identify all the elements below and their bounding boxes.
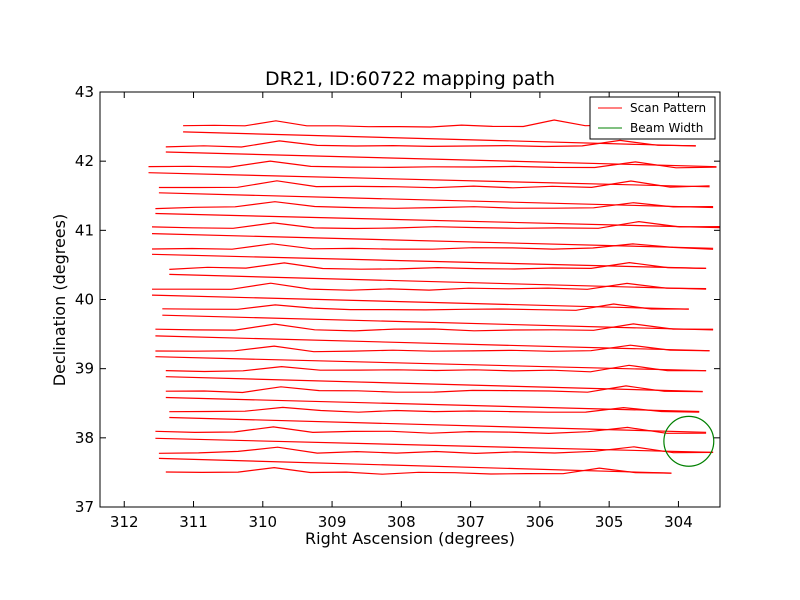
scan-row (155, 426, 707, 435)
scan-return (165, 151, 717, 168)
legend-box (589, 96, 716, 140)
beam-width-circle (663, 415, 715, 467)
y-tick-label: 40 (75, 291, 94, 309)
y-tick-label: 39 (75, 360, 94, 378)
scan-return (165, 396, 700, 413)
x-tick-label: 311 (179, 513, 208, 531)
y-tick-label: 43 (75, 83, 94, 101)
x-tick-label: 304 (664, 513, 693, 531)
x-tick-label: 305 (595, 513, 624, 531)
scan-row (155, 201, 714, 210)
x-tick-label: 308 (387, 513, 416, 531)
scan-return (158, 192, 714, 209)
y-tick-label: 42 (75, 152, 94, 170)
scan-return (165, 376, 703, 393)
y-tick-label: 41 (75, 221, 94, 239)
scan-row (155, 323, 714, 332)
scan-pattern-series (148, 119, 721, 475)
legend-scan-pattern-label: Scan Pattern (630, 101, 706, 115)
scan-return (155, 335, 710, 352)
scan-return (155, 212, 721, 229)
scan-row (169, 261, 707, 270)
scan-return (155, 437, 714, 453)
x-tick-label: 310 (248, 513, 277, 531)
scan-row (151, 220, 721, 230)
scan-return (151, 253, 707, 269)
scan-return (148, 172, 710, 188)
scan-row (158, 180, 710, 189)
beam-width-series (663, 415, 715, 467)
scan-row (165, 139, 696, 148)
chart-title: DR21, ID:60722 mapping path (265, 68, 555, 90)
scan-return (162, 314, 714, 331)
x-axis-ticks: 312 311 310 309 308 307 306 305 304 (110, 92, 693, 531)
scan-return (155, 356, 707, 372)
scan-return (169, 273, 707, 290)
scan-return (151, 294, 689, 310)
x-tick-label: 309 (318, 513, 347, 531)
x-tick-label: 312 (110, 513, 139, 531)
scan-return (169, 416, 707, 433)
scan-row (162, 303, 689, 311)
scan-row (165, 385, 703, 394)
scan-row (183, 119, 617, 128)
scan-row (155, 344, 710, 353)
legend-beam-width-label: Beam Width (630, 121, 703, 135)
y-tick-label: 38 (75, 429, 94, 447)
y-axis-ticks: 37 38 39 40 41 42 43 (75, 83, 720, 516)
scan-row (158, 446, 714, 455)
scan-row (165, 466, 672, 475)
scan-return (151, 233, 714, 249)
scan-return (158, 457, 672, 474)
scan-row (165, 364, 707, 373)
scan-return (183, 131, 696, 147)
legend: Scan Pattern Beam Width (589, 96, 716, 140)
y-tick-label: 37 (75, 498, 94, 516)
y-axis-label: Declination (degrees) (50, 214, 69, 386)
x-axis-label: Right Ascension (degrees) (305, 529, 515, 548)
x-tick-label: 306 (526, 513, 555, 531)
scan-row (152, 282, 707, 291)
x-tick-label: 307 (456, 513, 485, 531)
plot-area (100, 92, 720, 507)
